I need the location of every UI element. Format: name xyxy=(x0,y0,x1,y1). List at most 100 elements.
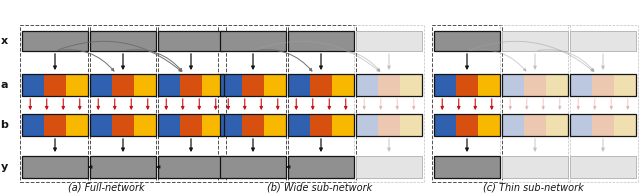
FancyArrowPatch shape xyxy=(470,41,593,72)
Bar xyxy=(332,114,354,136)
Bar xyxy=(456,74,478,96)
Bar xyxy=(242,74,264,96)
Text: x: x xyxy=(1,36,8,46)
Bar xyxy=(90,156,156,178)
Bar xyxy=(356,74,378,96)
Bar xyxy=(546,114,568,136)
Bar xyxy=(288,156,354,178)
Bar xyxy=(90,74,112,96)
Bar xyxy=(158,114,224,136)
Bar xyxy=(158,156,224,178)
Bar xyxy=(500,25,570,182)
Bar xyxy=(180,74,202,96)
Bar xyxy=(570,74,592,96)
Bar xyxy=(264,114,286,136)
Bar xyxy=(378,74,400,96)
Bar xyxy=(570,74,636,96)
Text: (b) Wide sub-network: (b) Wide sub-network xyxy=(267,182,372,192)
Bar xyxy=(288,114,310,136)
Bar xyxy=(356,74,422,96)
Bar xyxy=(90,114,112,136)
Bar xyxy=(524,114,546,136)
Bar xyxy=(502,31,568,51)
Bar xyxy=(434,114,500,136)
Bar xyxy=(432,25,502,182)
Bar xyxy=(434,156,500,178)
Bar xyxy=(220,156,286,178)
Bar xyxy=(356,114,378,136)
Bar xyxy=(288,74,310,96)
Bar xyxy=(158,114,180,136)
Bar xyxy=(400,74,422,96)
Bar xyxy=(434,74,456,96)
Bar xyxy=(220,74,242,96)
Bar xyxy=(570,31,636,51)
Bar xyxy=(570,114,636,136)
Bar xyxy=(614,114,636,136)
Bar xyxy=(220,31,286,51)
Bar xyxy=(90,31,156,51)
Text: b: b xyxy=(0,120,8,130)
FancyArrowPatch shape xyxy=(470,50,526,71)
Bar xyxy=(22,74,88,96)
Bar xyxy=(502,156,568,178)
Text: y: y xyxy=(1,162,8,172)
Bar xyxy=(134,74,156,96)
Bar xyxy=(356,31,422,51)
Bar xyxy=(22,74,44,96)
Bar xyxy=(90,114,156,136)
Bar xyxy=(156,25,226,182)
Bar xyxy=(592,74,614,96)
FancyArrowPatch shape xyxy=(125,50,182,71)
Bar xyxy=(158,74,224,96)
Bar xyxy=(546,74,568,96)
Bar xyxy=(592,114,614,136)
Bar xyxy=(524,74,546,96)
Bar xyxy=(288,31,354,51)
Bar xyxy=(44,74,66,96)
Bar xyxy=(264,74,286,96)
Bar xyxy=(66,114,88,136)
Bar xyxy=(310,114,332,136)
FancyArrowPatch shape xyxy=(256,50,312,71)
FancyArrowPatch shape xyxy=(324,50,380,71)
Bar xyxy=(22,114,44,136)
Bar xyxy=(478,114,500,136)
Bar xyxy=(220,74,286,96)
Bar xyxy=(220,114,242,136)
Bar xyxy=(242,114,264,136)
Bar xyxy=(288,114,354,136)
Bar xyxy=(158,31,224,51)
Bar xyxy=(288,74,354,96)
Bar xyxy=(400,114,422,136)
Bar xyxy=(502,74,568,96)
Bar xyxy=(354,25,424,182)
Bar xyxy=(22,156,88,178)
Bar xyxy=(22,31,88,51)
Bar xyxy=(44,114,66,136)
Bar xyxy=(502,114,568,136)
Bar xyxy=(20,25,90,182)
Bar xyxy=(434,114,456,136)
Bar xyxy=(332,74,354,96)
Bar xyxy=(202,114,224,136)
Bar xyxy=(134,114,156,136)
Bar xyxy=(180,114,202,136)
Bar xyxy=(286,25,356,182)
Bar xyxy=(112,74,134,96)
Bar xyxy=(614,74,636,96)
FancyArrowPatch shape xyxy=(538,50,594,71)
FancyArrowPatch shape xyxy=(58,41,182,72)
Bar xyxy=(66,74,88,96)
Bar xyxy=(112,114,134,136)
Bar xyxy=(478,74,500,96)
Bar xyxy=(158,74,180,96)
Bar xyxy=(434,74,500,96)
Bar xyxy=(220,114,286,136)
Bar xyxy=(570,114,592,136)
Text: (a) Full-network: (a) Full-network xyxy=(68,182,145,192)
FancyArrowPatch shape xyxy=(255,41,380,72)
Bar xyxy=(356,114,422,136)
Bar xyxy=(310,74,332,96)
Bar xyxy=(90,74,156,96)
